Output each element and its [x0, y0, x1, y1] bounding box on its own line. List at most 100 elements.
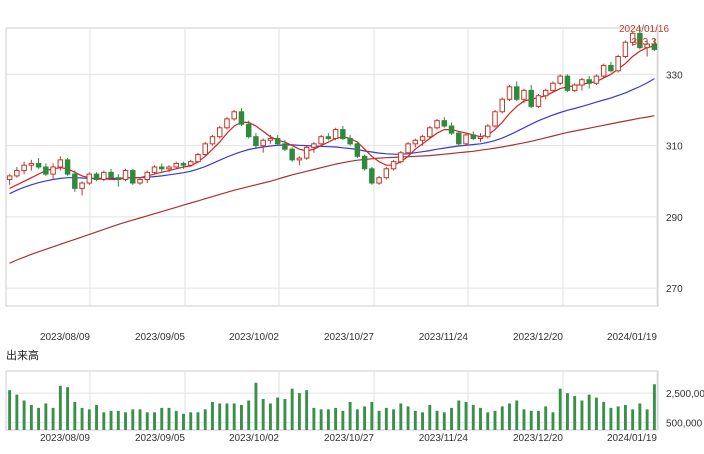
candle-body [376, 177, 382, 184]
volume-bar [312, 407, 316, 430]
volume-bar [435, 410, 439, 430]
price-y-axis: 330 310 290 270 [666, 70, 683, 295]
candle-body [28, 162, 35, 166]
volume-bar [551, 412, 555, 430]
candle-body [600, 64, 607, 77]
price-frame [5, 27, 659, 307]
volume-bar [522, 409, 526, 430]
volume-bar [174, 410, 178, 430]
candle-body [311, 143, 317, 148]
candle-body [535, 95, 542, 107]
candle-body [108, 171, 114, 179]
volume-x-tick-label: 2023/08/09 [40, 433, 90, 444]
volume-bar [80, 407, 84, 430]
volume-bar [464, 401, 468, 430]
volume-bar [160, 407, 164, 430]
y-tick-label: 290 [666, 213, 683, 224]
volume-bar [8, 390, 12, 430]
candle-body [144, 171, 151, 180]
ma-short-line [9, 45, 655, 189]
candle-body [238, 111, 245, 125]
volume-bar [587, 394, 591, 430]
candle-body [195, 154, 201, 163]
volume-grid [5, 370, 659, 431]
volume-y-tick-label: 500,000 [666, 419, 703, 430]
volume-x-tick-label: 2024/01/19 [607, 433, 657, 444]
candle-body [21, 164, 27, 172]
candle-body [419, 136, 426, 141]
volume-bar [645, 409, 649, 430]
candle-body [79, 182, 85, 189]
candle-body [354, 143, 361, 157]
volume-bar [326, 409, 330, 430]
candle-body [332, 129, 339, 139]
x-tick-label: 2023/12/20 [513, 332, 563, 343]
volume-bar [73, 401, 77, 430]
candle-body [173, 162, 179, 168]
candle-body [456, 132, 462, 145]
candle-body [361, 155, 368, 170]
volume-bar [261, 399, 265, 430]
price-grid [5, 27, 659, 307]
candle-body [340, 129, 346, 139]
candle-body [571, 84, 578, 91]
candle-body [629, 32, 636, 43]
candle-body [463, 134, 469, 145]
volume-bar [102, 412, 106, 430]
candle-body [390, 161, 397, 170]
candle-body [521, 89, 527, 100]
volume-bar [225, 403, 229, 430]
candle-body [43, 166, 49, 175]
volume-bar [486, 412, 490, 430]
volume-bar [319, 409, 323, 430]
volume-bar [268, 403, 272, 430]
candle-body [231, 111, 237, 120]
volume-x-tick-label: 2023/10/27 [324, 433, 374, 444]
candle-body [296, 157, 303, 161]
candle-body [216, 127, 223, 138]
candle-body [383, 168, 390, 179]
volume-bar [479, 407, 482, 430]
candle-body [253, 136, 259, 147]
volume-bar [116, 410, 120, 430]
candle-body [72, 173, 78, 189]
volume-bar [442, 412, 446, 430]
volume-bar [631, 409, 635, 430]
x-tick-label: 2023/10/02 [229, 332, 279, 343]
candle-body [245, 123, 252, 138]
volume-bar [334, 407, 338, 430]
candle-body [557, 75, 563, 84]
volume-bar [377, 410, 381, 430]
volume-y-tick-label: 2,500,00 [666, 389, 704, 400]
candle-body [289, 148, 295, 161]
volume-x-tick-label: 2023/10/02 [229, 433, 279, 444]
volume-x-tick-label: 2023/09/05 [135, 433, 185, 444]
candle-body [470, 134, 477, 139]
volume-bar [413, 410, 417, 430]
volume-bar [232, 403, 236, 430]
annotation-value: 343.3 [631, 37, 656, 48]
candle-body [166, 166, 172, 170]
candle-body [209, 136, 216, 145]
volume-bar [363, 406, 367, 430]
x-tick-label: 2023/09/05 [135, 332, 185, 343]
candle-body [499, 98, 505, 113]
volume-bar [37, 407, 41, 430]
candle-body [57, 159, 64, 168]
ma-long-line [9, 115, 655, 264]
volume-bar [573, 396, 577, 430]
candle-body [448, 125, 455, 134]
volume-bar [609, 407, 613, 430]
volume-bar [558, 388, 562, 430]
volume-bar [602, 401, 606, 430]
candle-body [325, 136, 332, 139]
candle-body [593, 75, 600, 84]
volume-bar [652, 384, 656, 430]
volume-bar [457, 400, 461, 430]
candle-body [651, 43, 658, 50]
volume-bar [370, 401, 374, 430]
volume-x-tick-label: 2023/11/24 [419, 433, 469, 444]
volume-bar [283, 399, 287, 430]
candle-body [180, 162, 187, 166]
